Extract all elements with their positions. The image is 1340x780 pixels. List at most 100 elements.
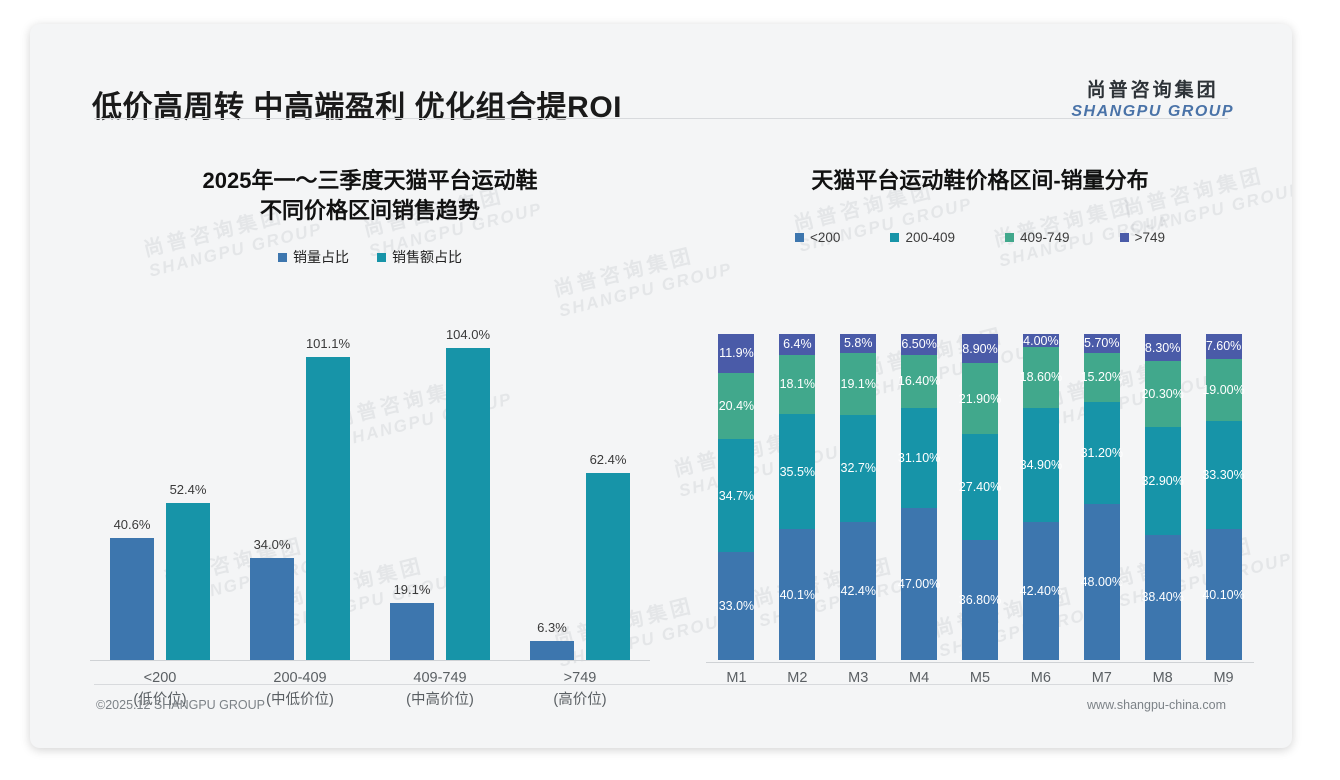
footer-divider — [94, 684, 1228, 685]
segment-value-label: 5.8% — [843, 336, 873, 351]
stack-segment-200[interactable]: 42.4% — [840, 521, 877, 660]
bar-revenue[interactable]: 62.4% — [586, 330, 630, 660]
legend-item-range-1[interactable]: <200 — [795, 230, 840, 245]
stack-segment-200-409[interactable]: 31.10% — [898, 407, 940, 509]
stack-segment-409-749[interactable]: 21.90% — [959, 363, 1001, 435]
legend-item-range-2[interactable]: 200-409 — [890, 230, 955, 245]
stack-segment-200-409[interactable]: 34.7% — [718, 439, 755, 553]
bar-volume[interactable]: 19.1% — [390, 330, 434, 660]
stack-segment-200[interactable]: 42.40% — [1020, 521, 1062, 660]
stack-segment-409-749[interactable]: 19.00% — [1202, 358, 1245, 421]
stack-segment-749[interactable]: 8.90% — [962, 334, 998, 363]
stack-segment-200-409[interactable]: 35.5% — [779, 413, 816, 530]
stack-segment-200[interactable]: 38.40% — [1141, 534, 1184, 660]
stack-segment-409-749[interactable]: 20.30% — [1141, 361, 1184, 428]
bar-fill — [446, 348, 490, 660]
bar-group: 6.3% 62.4% — [510, 330, 650, 660]
stack-segment-200-409[interactable]: 33.30% — [1202, 420, 1245, 530]
stack-segment-749[interactable]: 5.8% — [840, 334, 877, 353]
left-chart-title-line2: 不同价格区间销售趋势 — [259, 197, 480, 223]
stack-segment-749[interactable]: 11.9% — [718, 334, 755, 373]
segment-value-label: 47.00% — [897, 577, 941, 592]
stack-segment-200[interactable]: 40.1% — [779, 529, 816, 660]
bar-revenue[interactable]: 104.0% — [445, 327, 491, 660]
segment-value-label: 6.4% — [783, 337, 812, 352]
stack-segment-200[interactable]: 40.10% — [1202, 529, 1245, 660]
stack-segment-200-409[interactable]: 32.7% — [840, 415, 877, 522]
legend-label: 409-749 — [1020, 229, 1070, 245]
footer-copyright: ©2025.12 SHANGPU GROUP — [96, 698, 265, 712]
stack-segment-749[interactable]: 5.70% — [1083, 334, 1120, 353]
segment-value-label: 33.30% — [1202, 467, 1245, 482]
left-chart-plot-area: 40.6% 52.4% 34.0% 101.1% 19.1% 104.0% 6.3% 62.4… — [90, 327, 650, 660]
stacked-bar[interactable]: 4.00% 18.60% 34.90% 42.40% — [1020, 334, 1062, 660]
stacked-bar[interactable]: 7.60% 19.00% 33.30% 40.10% — [1202, 334, 1245, 660]
stack-segment-749[interactable]: 6.4% — [779, 334, 816, 355]
x-tick-range: 200-409 — [273, 670, 327, 686]
legend-swatch-icon — [377, 252, 386, 262]
chart-panel-sales-trend: 2025年一～三季度天猫平台运动鞋 不同价格区间销售趋势 销量占比 销售额占比 4… — [70, 142, 670, 708]
stack-segment-409-749[interactable]: 16.40% — [898, 354, 940, 408]
stack-segment-200[interactable]: 36.80% — [958, 540, 1002, 660]
legend-label: 销售额占比 — [392, 249, 462, 266]
stacked-bar[interactable]: 6.4% 18.1% 35.5% 40.1% — [779, 334, 816, 660]
segment-value-label: 48.00% — [1080, 574, 1123, 589]
bar-volume[interactable]: 40.6% — [110, 330, 154, 660]
x-tick-label: <200 (低价位) — [85, 668, 235, 712]
bar-fill — [306, 356, 350, 660]
right-chart-x-axis — [706, 662, 1254, 663]
slide-header: 低价高周转 中高端盈利 优化组合提ROI 尚普咨询集团 SHANGPU GROU… — [30, 24, 1292, 124]
stack-segment-409-749[interactable]: 18.60% — [1020, 347, 1062, 408]
bar-revenue[interactable]: 52.4% — [166, 330, 210, 660]
x-tick-label-month: M1 — [726, 670, 747, 686]
stack-segment-749[interactable]: 7.60% — [1205, 334, 1242, 359]
segment-value-label: 15.20% — [1080, 370, 1123, 385]
bar-value-label: 40.6% — [113, 517, 151, 533]
footer-website[interactable]: www.shangpu-china.com — [1087, 698, 1226, 712]
x-tick-label-month: M3 — [848, 670, 869, 686]
x-tick-range: 409-749 — [413, 670, 467, 686]
stacked-bar[interactable]: 11.9% 20.4% 34.7% 33.0% — [718, 334, 755, 660]
stack-segment-200-409[interactable]: 34.90% — [1020, 407, 1062, 522]
stacked-bar[interactable]: 5.70% 15.20% 31.20% 48.00% — [1080, 334, 1123, 660]
bar-volume[interactable]: 34.0% — [250, 330, 294, 660]
x-tick-label-month: M8 — [1152, 670, 1173, 686]
bar-group: 34.0% 101.1% — [230, 330, 370, 660]
segment-value-label: 33.0% — [718, 599, 755, 614]
stack-segment-749[interactable]: 6.50% — [901, 334, 938, 355]
segment-value-label: 35.5% — [779, 464, 816, 479]
legend-label: 销量占比 — [293, 249, 349, 266]
x-tick-label: 200-409 (中低价位) — [225, 668, 375, 712]
legend-item-range-3[interactable]: 409-749 — [1005, 230, 1070, 245]
stack-segment-200[interactable]: 33.0% — [718, 552, 755, 660]
legend-label: >749 — [1134, 229, 1165, 245]
bar-value-label: 104.0% — [445, 327, 491, 342]
header-divider — [94, 118, 1228, 119]
segment-value-label: 36.80% — [958, 592, 1002, 607]
x-tick-label-month: M4 — [909, 670, 930, 686]
slide: 低价高周转 中高端盈利 优化组合提ROI 尚普咨询集团 SHANGPU GROU… — [30, 24, 1292, 748]
stack-segment-409-749[interactable]: 19.1% — [840, 352, 877, 416]
stacked-bar[interactable]: 5.8% 19.1% 32.7% 42.4% — [840, 334, 877, 660]
stack-segment-200-409[interactable]: 27.40% — [959, 434, 1001, 540]
legend-item-revenue-share[interactable]: 销售额占比 — [377, 247, 462, 267]
stacked-bar[interactable]: 8.30% 20.30% 32.90% 38.40% — [1141, 334, 1184, 660]
chart-panel-price-distribution: 天猫平台运动鞋价格区间-销量分布 <200 200-409 409-749 >749 … — [690, 142, 1270, 702]
legend-item-range-4[interactable]: >749 — [1119, 229, 1165, 245]
stack-segment-749[interactable]: 8.30% — [1144, 334, 1181, 362]
left-chart-title-line1: 2025年一～三季度天猫平台运动鞋 — [202, 168, 538, 193]
stack-segment-409-749[interactable]: 15.20% — [1080, 352, 1123, 403]
stacked-bar[interactable]: 6.50% 16.40% 31.10% 47.00% — [897, 334, 941, 660]
stack-segment-409-749[interactable]: 18.1% — [779, 354, 816, 414]
stacked-bar[interactable]: 8.90% 21.90% 27.40% 36.80% — [958, 334, 1002, 660]
bar-fill — [166, 502, 210, 660]
legend-item-volume-share[interactable]: 销量占比 — [278, 247, 349, 267]
stack-segment-749[interactable]: 4.00% — [1022, 334, 1059, 348]
stack-segment-200[interactable]: 47.00% — [897, 508, 941, 660]
stack-segment-200-409[interactable]: 31.20% — [1081, 402, 1123, 504]
stack-segment-409-749[interactable]: 20.4% — [718, 372, 755, 440]
bar-revenue[interactable]: 101.1% — [306, 330, 350, 660]
stack-segment-200[interactable]: 48.00% — [1080, 503, 1123, 660]
bar-volume[interactable]: 6.3% — [530, 330, 574, 660]
stack-segment-200-409[interactable]: 32.90% — [1141, 427, 1184, 535]
